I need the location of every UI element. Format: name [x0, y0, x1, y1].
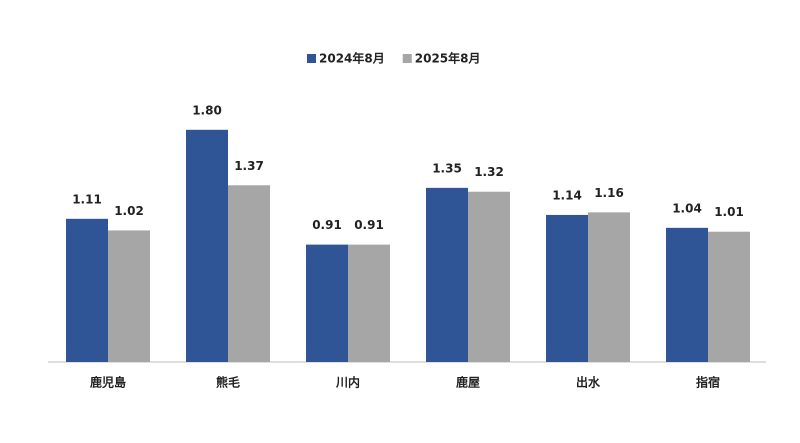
- bar: [108, 230, 150, 362]
- value-label: 1.01: [714, 205, 744, 219]
- x-tick-label: 川内: [335, 375, 360, 390]
- x-tick-label: 指宿: [696, 375, 720, 390]
- legend-swatch: [307, 54, 316, 63]
- legend-swatch: [402, 54, 412, 63]
- value-label: 0.91: [312, 218, 342, 232]
- bar: [348, 244, 390, 362]
- legend-label: 2024年8月: [319, 51, 385, 66]
- value-label: 0.91: [354, 218, 384, 232]
- value-label: 1.32: [474, 165, 504, 179]
- value-label: 1.35: [432, 161, 462, 175]
- legend-label: 2025年8月: [415, 51, 481, 66]
- bar: [546, 214, 588, 362]
- bar: [228, 185, 270, 362]
- bar: [66, 218, 108, 362]
- value-label: 1.02: [114, 204, 144, 218]
- bar: [588, 212, 630, 362]
- x-tick-label: 鹿児島: [90, 375, 126, 390]
- value-label: 1.04: [672, 201, 702, 215]
- bar: [666, 227, 708, 362]
- value-label: 1.11: [72, 192, 102, 206]
- bar: [186, 129, 228, 362]
- value-label: 1.16: [594, 186, 624, 200]
- bar: [708, 231, 750, 362]
- value-label: 1.37: [234, 159, 264, 173]
- value-label: 1.14: [552, 188, 582, 202]
- bar: [426, 187, 468, 362]
- x-tick-label: 出水: [576, 375, 601, 390]
- bar: [306, 244, 348, 362]
- bar: [468, 191, 510, 362]
- x-tick-label: 熊毛: [216, 375, 240, 390]
- x-tick-label: 鹿屋: [456, 375, 480, 390]
- value-label: 1.80: [192, 103, 222, 117]
